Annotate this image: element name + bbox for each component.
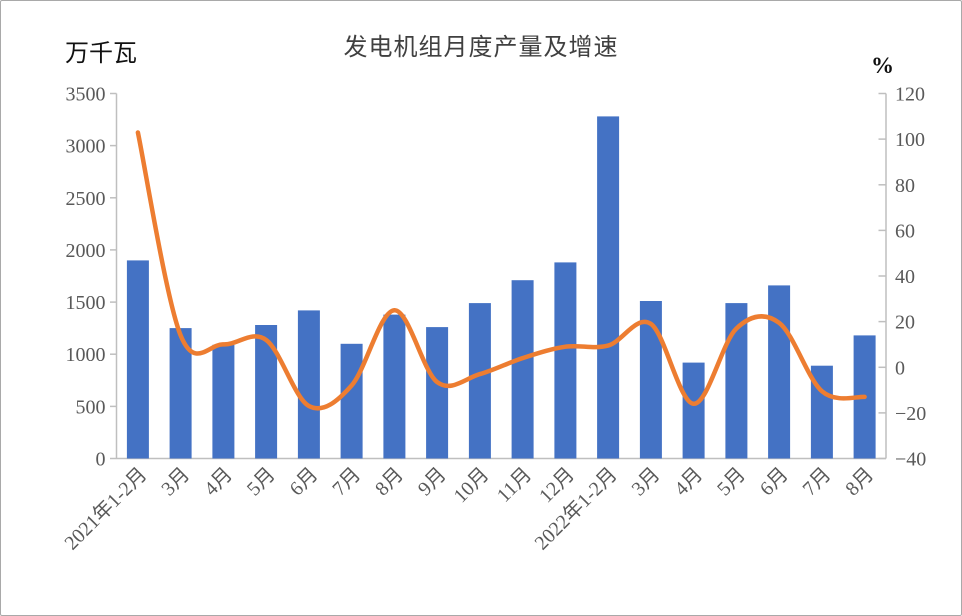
x-axis-label: 3月 [157, 463, 194, 500]
x-axis-label: 2021年1-2月 [60, 463, 152, 555]
right-axis-tick-label: 20 [895, 312, 915, 334]
bar-8月 [383, 314, 406, 459]
bar-6月 [297, 310, 320, 459]
left-axis-tick-label: 2000 [66, 240, 106, 262]
bar-4月 [682, 362, 705, 459]
right-axis-tick-label: −40 [895, 449, 926, 471]
chart-title: 发电机组月度产量及增速 [343, 35, 619, 61]
left-axis-tick-label: 3500 [66, 84, 106, 106]
left-axis-tick-label: 3000 [66, 136, 106, 158]
x-axis-label: 4月 [670, 463, 707, 500]
left-axis-tick-label: 0 [96, 449, 106, 471]
bar-7月 [340, 343, 363, 459]
right-axis-tick-label: 120 [895, 84, 925, 106]
right-axis-tick-label: 80 [895, 175, 915, 197]
right-axis-tick-label: 40 [895, 266, 915, 288]
left-axis-tick-label: 500 [76, 396, 106, 418]
x-axis-label: 9月 [414, 463, 451, 500]
x-axis-label: 5月 [243, 463, 280, 500]
x-axis-label: 11月 [493, 463, 536, 506]
x-axis-label: 4月 [200, 463, 237, 500]
left-axis-unit-label: 万千瓦 [65, 41, 137, 67]
right-axis-tick-label: 100 [895, 129, 925, 151]
right-axis-tick-label: 0 [895, 357, 905, 379]
x-axis-label: 3月 [628, 463, 665, 500]
bar-5月 [255, 325, 278, 459]
bar-7月 [810, 365, 833, 459]
bar-2022年1-2月 [597, 116, 620, 459]
left-axis-tick-label: 2500 [66, 188, 106, 210]
bar-10月 [468, 303, 491, 459]
right-axis-tick-label: −20 [895, 403, 926, 425]
bar-12月 [554, 262, 577, 459]
bar-2021年1-2月 [126, 260, 149, 459]
x-axis-label: 8月 [371, 463, 408, 500]
bar-4月 [212, 344, 235, 459]
bar-11月 [511, 280, 534, 459]
right-axis-tick-label: 60 [895, 220, 915, 242]
bar-3月 [169, 328, 192, 459]
x-axis-label: 8月 [841, 463, 878, 500]
x-axis-label: 6月 [756, 463, 793, 500]
bar-6月 [768, 285, 791, 459]
left-axis-tick-label: 1000 [66, 344, 106, 366]
bar-9月 [426, 327, 449, 459]
bar-3月 [639, 301, 662, 459]
x-axis-label: 10月 [450, 463, 494, 507]
x-axis-label: 6月 [286, 463, 323, 500]
x-axis-label: 5月 [713, 463, 750, 500]
bar-5月 [725, 303, 748, 459]
x-axis-label: 7月 [328, 463, 365, 500]
left-axis-tick-label: 1500 [66, 292, 106, 314]
right-axis-unit-label: % [871, 53, 894, 78]
growth-rate-line [135, 130, 867, 411]
x-axis-label: 7月 [799, 463, 836, 500]
